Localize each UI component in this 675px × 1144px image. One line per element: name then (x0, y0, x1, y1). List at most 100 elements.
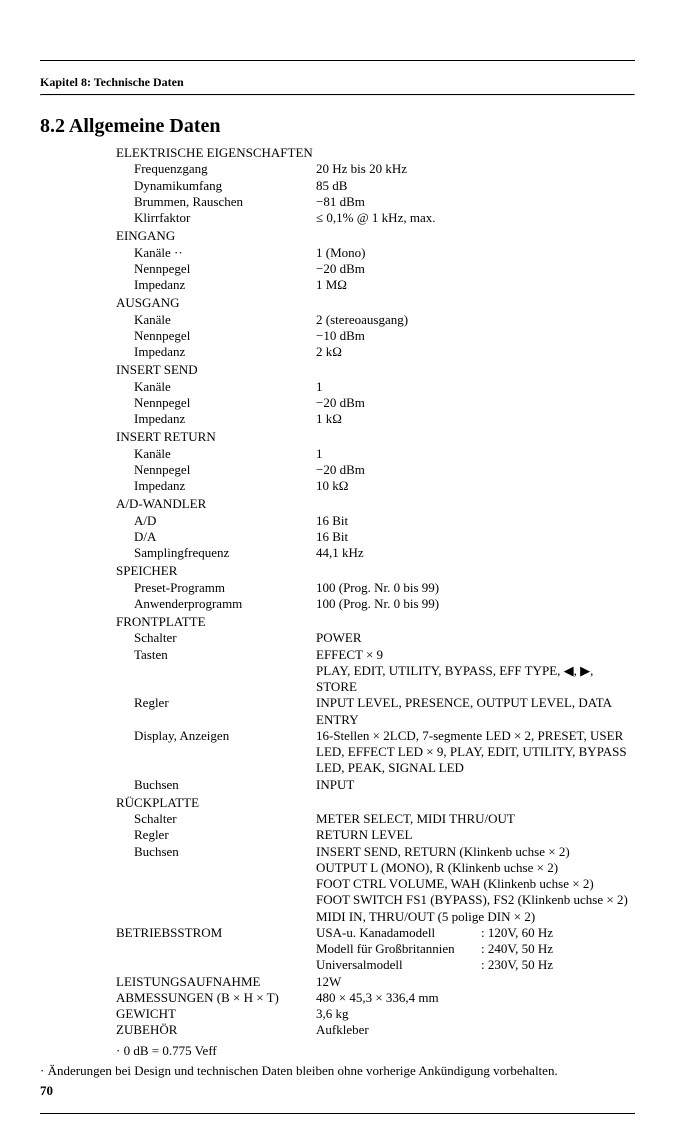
chapter-underline (40, 94, 635, 96)
spec-label: Display, Anzeigen (116, 728, 316, 777)
spec-label: Nennpegel (116, 395, 316, 411)
page-number: 70 (40, 1083, 635, 1099)
spec-value: OUTPUT L (MONO), R (Klinkenb uchse × 2) (316, 860, 635, 876)
spec-label: Impedanz (116, 277, 316, 293)
spec-row: BuchsenINSERT SEND, RETURN (Klinkenb uch… (116, 844, 635, 860)
design-change-footnote: · Änderungen bei Design und technischen … (40, 1063, 635, 1079)
spec-label: Regler (116, 695, 316, 728)
spec-value: MIDI IN, THRU/OUT (5 polige DIN × 2) (316, 909, 635, 925)
spec-label: A/D (116, 513, 316, 529)
spec-value: 85 dB (316, 178, 635, 194)
spec-row: BETRIEBSSTROMUSA-u. Kanadamodell: 120V, … (116, 925, 635, 941)
spec-label: Frequenzgang (116, 161, 316, 177)
spec-value: 3,6 kg (316, 1006, 635, 1022)
spec-row: ReglerINPUT LEVEL, PRESENCE, OUTPUT LEVE… (116, 695, 635, 728)
power-model: USA-u. Kanadamodell (316, 925, 481, 941)
spec-value: Aufkleber (316, 1022, 635, 1038)
spec-value: −20 dBm (316, 462, 635, 478)
spec-value: EFFECT × 9 (316, 647, 635, 663)
spec-row: ABMESSUNGEN (B × H × T)480 × 45,3 × 336,… (116, 990, 635, 1006)
power-row: Universalmodell: 230V, 50 Hz (316, 957, 635, 973)
bottom-rule (40, 1113, 635, 1114)
spec-row: Kanäle1 (116, 446, 635, 462)
spec-label (116, 663, 316, 696)
spec-label: Schalter (116, 630, 316, 646)
spec-row: MIDI IN, THRU/OUT (5 polige DIN × 2) (116, 909, 635, 925)
group-title: SPEICHER (116, 563, 635, 579)
section-title: 8.2 Allgemeine Daten (40, 114, 635, 139)
spec-row: A/D16 Bit (116, 513, 635, 529)
spec-row: Brummen, Rauschen−81 dBm (116, 194, 635, 210)
power-model: Universalmodell (316, 957, 481, 973)
spec-label: Buchsen (116, 844, 316, 860)
spec-content: ELEKTRISCHE EIGENSCHAFTENFrequenzgang20 … (40, 145, 635, 1059)
spec-label: Klirrfaktor (116, 210, 316, 226)
spec-row: Impedanz1 MΩ (116, 277, 635, 293)
spec-row: SchalterPOWER (116, 630, 635, 646)
spec-value: 20 Hz bis 20 kHz (316, 161, 635, 177)
spec-value: INPUT LEVEL, PRESENCE, OUTPUT LEVEL, DAT… (316, 695, 635, 728)
spec-row: Frequenzgang20 Hz bis 20 kHz (116, 161, 635, 177)
spec-label: Nennpegel (116, 261, 316, 277)
spec-row: Nennpegel−20 dBm (116, 462, 635, 478)
spec-value: 1 (Mono) (316, 245, 635, 261)
spec-row: Kanäle2 (stereoausgang) (116, 312, 635, 328)
spec-row: SchalterMETER SELECT, MIDI THRU/OUT (116, 811, 635, 827)
spec-label: Kanäle (116, 446, 316, 462)
spec-label: Schalter (116, 811, 316, 827)
spec-value: −20 dBm (316, 395, 635, 411)
group-title: FRONTPLATTE (116, 614, 635, 630)
spec-row: ReglerRETURN LEVEL (116, 827, 635, 843)
spec-row: Impedanz2 kΩ (116, 344, 635, 360)
spec-value: USA-u. Kanadamodell: 120V, 60 Hz (316, 925, 635, 941)
spec-row: BuchsenINPUT (116, 777, 635, 793)
spec-row: ZUBEHÖRAufkleber (116, 1022, 635, 1038)
spec-row: Impedanz1 kΩ (116, 411, 635, 427)
spec-label (116, 892, 316, 908)
spec-label: Kanäle (116, 379, 316, 395)
group-title: ELEKTRISCHE EIGENSCHAFTEN (116, 145, 635, 161)
power-row: Modell für Großbritannien: 240V, 50 Hz (316, 941, 635, 957)
spec-row: Display, Anzeigen16-Stellen × 2LCD, 7-se… (116, 728, 635, 777)
spec-value: 16-Stellen × 2LCD, 7-segmente LED × 2, P… (316, 728, 635, 777)
spec-label: Regler (116, 827, 316, 843)
spec-value: 1 MΩ (316, 277, 635, 293)
chapter-header: Kapitel 8: Technische Daten (40, 75, 635, 90)
spec-value: POWER (316, 630, 635, 646)
spec-value: 2 kΩ (316, 344, 635, 360)
spec-label (116, 860, 316, 876)
spec-row: TastenEFFECT × 9 (116, 647, 635, 663)
spec-value: 12W (316, 974, 635, 990)
spec-value: −20 dBm (316, 261, 635, 277)
spec-row: Kanäle ··1 (Mono) (116, 245, 635, 261)
spec-row: Samplingfrequenz44,1 kHz (116, 545, 635, 561)
spec-label: Anwenderprogramm (116, 596, 316, 612)
spec-row: Nennpegel−20 dBm (116, 261, 635, 277)
spec-label: Tasten (116, 647, 316, 663)
spec-label: Impedanz (116, 478, 316, 494)
spec-value: 16 Bit (316, 529, 635, 545)
spec-label: Impedanz (116, 344, 316, 360)
spec-label: Kanäle (116, 312, 316, 328)
spec-row: Dynamikumfang85 dB (116, 178, 635, 194)
spec-label: Dynamikumfang (116, 178, 316, 194)
spec-subrow: Modell für Großbritannien: 240V, 50 Hz (116, 941, 635, 957)
power-model: Modell für Großbritannien (316, 941, 481, 957)
spec-label: BETRIEBSSTROM (116, 925, 316, 941)
spec-value: PLAY, EDIT, UTILITY, BYPASS, EFF TYPE, ◀… (316, 663, 635, 696)
power-spec: : 230V, 50 Hz (481, 957, 635, 973)
spec-label: Nennpegel (116, 462, 316, 478)
group-title: RÜCKPLATTE (116, 795, 635, 811)
spec-row: OUTPUT L (MONO), R (Klinkenb uchse × 2) (116, 860, 635, 876)
spec-value: 16 Bit (316, 513, 635, 529)
spec-label: Nennpegel (116, 328, 316, 344)
spec-row: FOOT SWITCH FS1 (BYPASS), FS2 (Klinkenb … (116, 892, 635, 908)
spec-label: D/A (116, 529, 316, 545)
spec-label: ZUBEHÖR (116, 1022, 316, 1038)
spec-label: Buchsen (116, 777, 316, 793)
spec-value: METER SELECT, MIDI THRU/OUT (316, 811, 635, 827)
spec-row: FOOT CTRL VOLUME, WAH (Klinkenb uchse × … (116, 876, 635, 892)
spec-value: FOOT SWITCH FS1 (BYPASS), FS2 (Klinkenb … (316, 892, 635, 908)
spec-subrow: Universalmodell: 230V, 50 Hz (116, 957, 635, 973)
spec-value: RETURN LEVEL (316, 827, 635, 843)
